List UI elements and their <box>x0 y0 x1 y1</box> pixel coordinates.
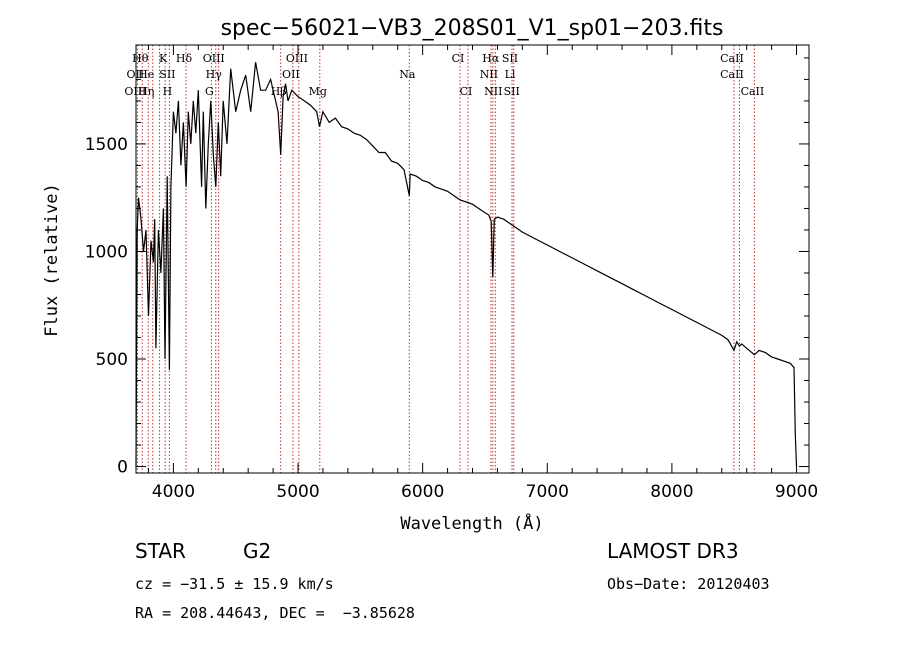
line-label: O‌III <box>203 52 225 65</box>
line-label: Hγ <box>206 68 223 81</box>
plot-frame <box>135 44 810 474</box>
x-tick-label: 8000 <box>650 482 693 502</box>
line-label: O‌III <box>286 52 308 65</box>
x-tick-label: 6000 <box>401 482 444 502</box>
spectrum-series <box>135 62 798 467</box>
line-label: He <box>138 68 154 81</box>
axis-ticks: 4000 5000 6000 7000 8000 9000 0 500 1000 1500 <box>85 45 818 502</box>
line-label: CaII <box>720 68 744 81</box>
line-label: Hη <box>138 85 154 98</box>
x-tick-label: 5000 <box>276 482 319 502</box>
observation-date: Obs−Date: 20120403 <box>607 575 770 593</box>
line-label: N‌II <box>480 68 498 81</box>
line-label: Hθ <box>132 52 149 65</box>
line-label: O‌II <box>127 68 145 81</box>
line-label: Mg <box>309 85 327 98</box>
line-label: O‌II <box>282 68 300 81</box>
y-axis-label: Flux (relative) <box>42 183 62 337</box>
line-label: CaII <box>720 52 744 65</box>
line-label: K <box>159 52 168 65</box>
object-class: STAR <box>135 539 186 563</box>
line-label: G <box>205 85 214 98</box>
y-tick-label: 1000 <box>85 242 128 262</box>
line-label: SII <box>504 85 520 98</box>
x-axis-label: Wavelength (Å) <box>400 512 543 534</box>
x-tick-label: 7000 <box>526 482 569 502</box>
line-label: SII <box>159 68 175 81</box>
redshift-velocity: cz = −31.5 ± 15.9 km/s <box>135 575 334 593</box>
line-label: NII <box>484 85 502 98</box>
line-label: O‌III <box>124 85 146 98</box>
x-tick-label: 4000 <box>152 482 195 502</box>
line-label: SII <box>502 52 518 65</box>
chart-title: spec−56021−VB3_208S01_V1_sp01−203.fits <box>221 16 724 41</box>
line-label: H <box>163 85 173 98</box>
spectral-line-labels: O‌IIO‌IIIHθHeHηKSIIHHδGO‌IIIHγHβO‌IIO‌II… <box>124 52 764 98</box>
y-tick-label: 0 <box>117 458 128 478</box>
y-tick-label: 500 <box>96 350 128 370</box>
survey-name: LAMOST DR3 <box>607 539 739 563</box>
line-label: CI <box>460 85 473 98</box>
object-subclass: G2 <box>243 539 272 563</box>
line-label: Hα <box>482 52 500 65</box>
y-tick-label: 1500 <box>85 135 128 155</box>
line-label: CI <box>452 52 465 65</box>
line-label: Na <box>399 68 416 81</box>
spectral-line-markers <box>136 45 755 473</box>
x-tick-label: 9000 <box>775 482 818 502</box>
line-label: Hδ <box>176 52 193 65</box>
ra-dec-coordinates: RA = 208.44643, DEC = −3.85628 <box>135 604 415 622</box>
line-label: L‌l <box>505 68 516 81</box>
line-label: CaII <box>741 85 765 98</box>
